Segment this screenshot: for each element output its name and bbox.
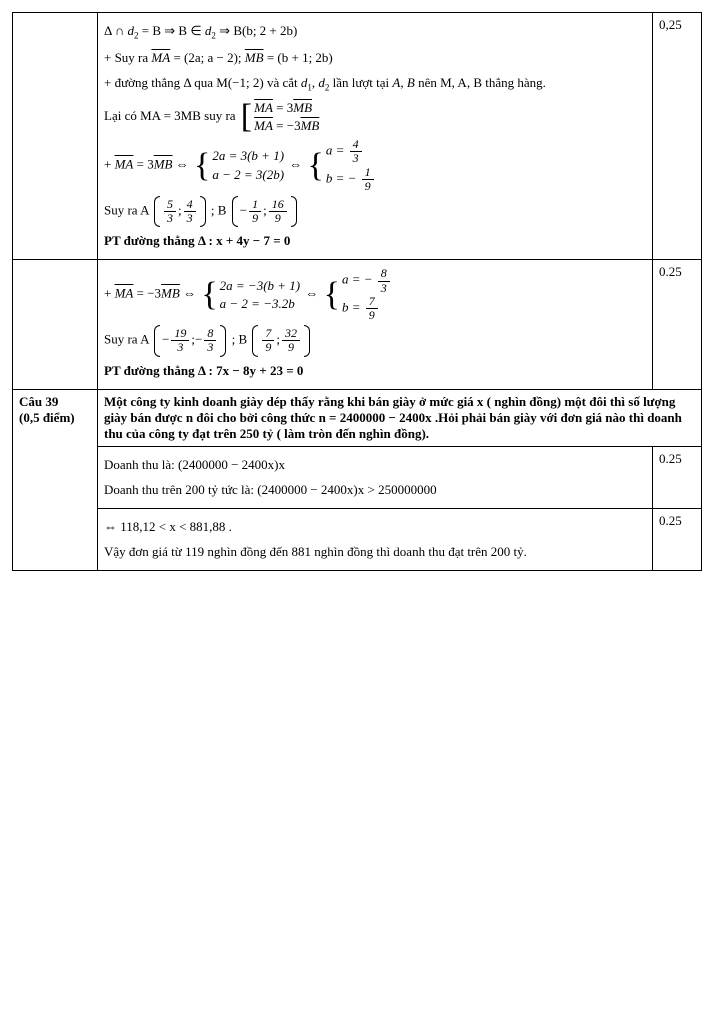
q38-label xyxy=(13,13,98,260)
q39-l3: ⇔ 118,12 < x < 881,88 . xyxy=(104,516,646,538)
q39-label: Câu 39 (0,5 điểm) xyxy=(13,389,98,570)
q39-sol-b: ⇔ 118,12 < x < 881,88 . Vậy đơn giá từ 1… xyxy=(98,508,653,570)
line-7: PT đường thẳng Δ : x + 4y − 7 = 0 xyxy=(104,230,646,252)
q38-content-b: + MA = −3MB ⇔ { 2a = −3(b + 1) a − 2 = −… xyxy=(98,260,653,389)
row-38b: + MA = −3MB ⇔ { 2a = −3(b + 1) a − 2 = −… xyxy=(13,260,702,389)
row-39-sol-b: ⇔ 118,12 < x < 881,88 . Vậy đơn giá từ 1… xyxy=(13,508,702,570)
q39-pts-b: 0.25 xyxy=(653,508,702,570)
q39-l2: Doanh thu trên 200 tỷ tức là: (2400000 −… xyxy=(104,479,646,501)
row-39-sol-a: Doanh thu là: (2400000 − 2400x)x Doanh t… xyxy=(13,446,702,508)
q38b-label xyxy=(13,260,98,389)
row-38a: Δ ∩ d2 = B ⇒ B ∈ d2 ⇒ B(b; 2 + 2b) + Suy… xyxy=(13,13,702,260)
line-8: + MA = −3MB ⇔ { 2a = −3(b + 1) a − 2 = −… xyxy=(104,267,646,322)
line-2: + Suy ra MA = (2a; a − 2); MB = (b + 1; … xyxy=(104,47,646,69)
q38-content-a: Δ ∩ d2 = B ⇒ B ∈ d2 ⇒ B(b; 2 + 2b) + Suy… xyxy=(98,13,653,260)
q38-pts-b: 0.25 xyxy=(653,260,702,389)
q39-l4: Vậy đơn giá từ 119 nghìn đồng đến 881 ng… xyxy=(104,541,646,563)
q39-prompt: Một công ty kinh doanh giày dép thấy rằn… xyxy=(98,389,702,446)
q39-l1: Doanh thu là: (2400000 − 2400x)x xyxy=(104,454,646,476)
line-3: + đường thẳng Δ qua M(−1; 2) và cắt d1, … xyxy=(104,72,646,96)
line-10: PT đường thẳng Δ : 7x − 8y + 23 = 0 xyxy=(104,360,646,382)
line-5: + MA = 3MB ⇔ { 2a = 3(b + 1) a − 2 = 3(2… xyxy=(104,138,646,193)
q38-pts-a: 0,25 xyxy=(653,13,702,260)
solution-table: Δ ∩ d2 = B ⇒ B ∈ d2 ⇒ B(b; 2 + 2b) + Suy… xyxy=(12,12,702,571)
line-6: Suy ra A 53;43 ; B −19;169 xyxy=(104,196,646,227)
line-1: Δ ∩ d2 = B ⇒ B ∈ d2 ⇒ B(b; 2 + 2b) xyxy=(104,20,646,44)
q39-sol-a: Doanh thu là: (2400000 − 2400x)x Doanh t… xyxy=(98,446,653,508)
line-9: Suy ra A −193;−83 ; B 79;329 xyxy=(104,325,646,356)
q39-pts-a: 0.25 xyxy=(653,446,702,508)
row-39-prompt: Câu 39 (0,5 điểm) Một công ty kinh doanh… xyxy=(13,389,702,446)
line-4: Lại có MA = 3MB suy ra [ MA = 3MB MA = −… xyxy=(104,99,646,135)
